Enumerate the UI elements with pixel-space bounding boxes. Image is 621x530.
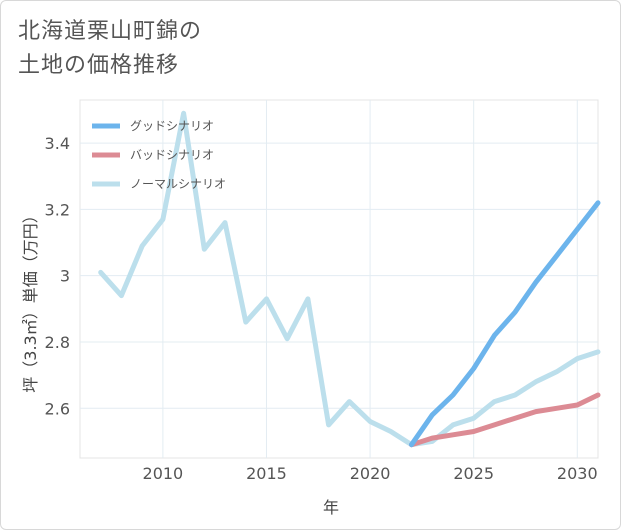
x-tick-label: 2020 [350,464,391,483]
x-tick-label: 2010 [143,464,184,483]
x-tick-label: 2030 [557,464,598,483]
series-line-good [409,200,601,448]
legend-label: バッドシナリオ [130,148,214,162]
y-tick-label: 3.4 [45,134,70,153]
legend-label: ノーマルシナリオ [130,177,226,191]
x-tick-label: 2015 [246,464,287,483]
y-tick-label: 2.6 [45,399,70,418]
legend-label: グッドシナリオ [130,119,214,133]
y-axis-title: 坪（3.3㎡）単価（万円） [21,207,40,392]
x-axis-title: 年 [323,498,339,517]
chart-title-line1: 北海道栗山町錦の [18,19,203,44]
chart-title-line2: 土地の価格推移 [18,53,180,78]
series-line-normal [98,110,601,448]
chart-title: 北海道栗山町錦の 土地の価格推移 [18,15,202,83]
y-tick-label: 2.8 [45,333,70,352]
y-tick-label: 3 [60,267,70,286]
series-line-bad [409,392,601,448]
tick-labels: 2010 2015 2020 2025 2030 2.6 2.8 3 3.2 3.4 [45,134,598,483]
series-lines [98,110,601,448]
x-tick-label: 2025 [453,464,494,483]
y-tick-label: 3.2 [45,200,70,219]
